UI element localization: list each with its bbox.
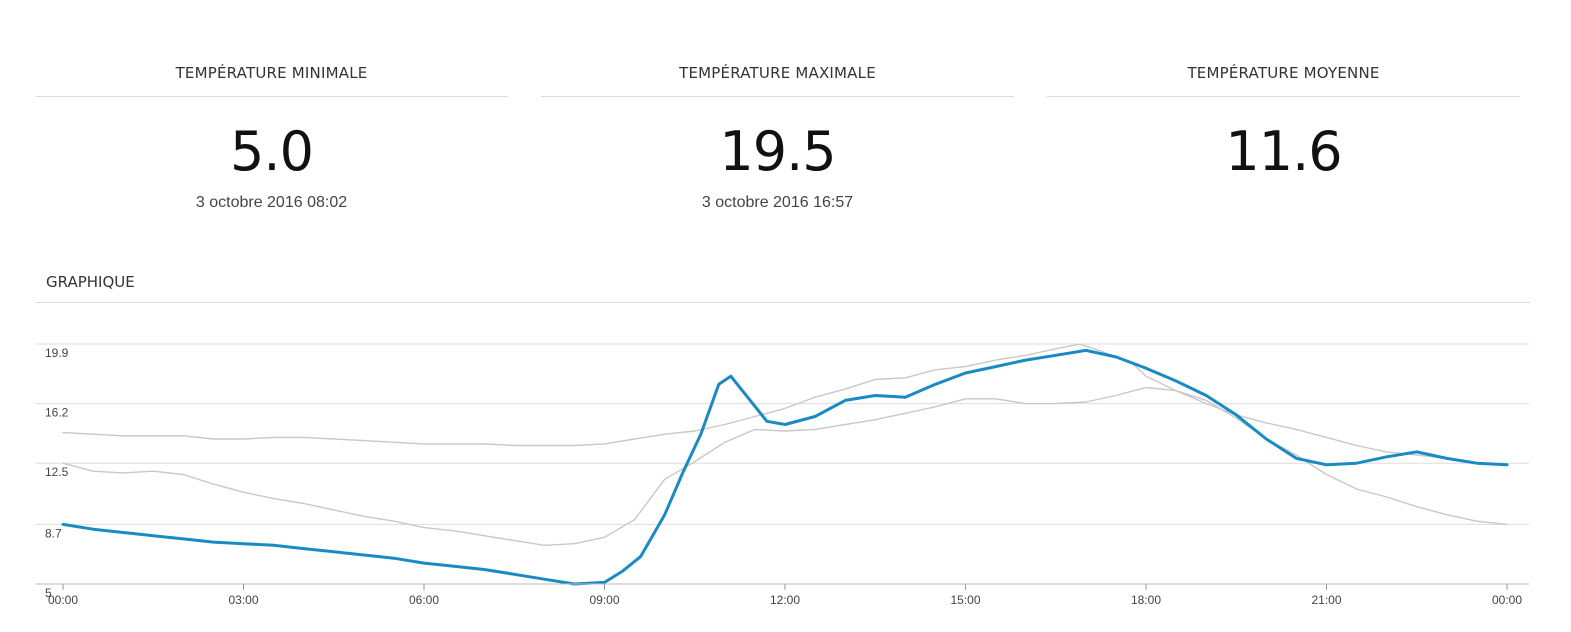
- stat-max-value: 19.5: [719, 120, 836, 183]
- stat-avg-card: TEMPÉRATURE MOYENNE 11.6: [1047, 0, 1520, 240]
- stat-min-title: TEMPÉRATURE MINIMALE: [175, 64, 368, 82]
- stat-max-date: 3 octobre 2016 16:57: [701, 194, 854, 211]
- x-tick-label: 03:00: [228, 593, 258, 607]
- temperature-chart: 19.9 16.2 12.5 8.7 5 00:00 03:00 06:00 09:00 12:…: [35, 343, 1529, 607]
- series-line-lower-grey: [62, 386, 1508, 546]
- y-tick-label: 12.5: [45, 465, 69, 479]
- grid-lines: 19.9 16.2 12.5 8.7 5: [35, 343, 1529, 600]
- section-title: GRAPHIQUE: [46, 273, 135, 291]
- x-tick-label: 09:00: [589, 593, 619, 607]
- x-tick-label: 12:00: [770, 593, 800, 607]
- divider: [1047, 96, 1520, 97]
- stat-avg-value: 11.6: [1225, 120, 1342, 183]
- y-tick-label: 16.2: [45, 406, 69, 420]
- series-group: [61, 343, 1509, 586]
- series-line-current-blue: [61, 348, 1509, 586]
- stat-min-value: 5.0: [230, 120, 314, 183]
- y-tick-label: 5: [45, 586, 52, 600]
- x-tick-label: 15:00: [950, 593, 980, 607]
- divider: [35, 96, 508, 97]
- y-tick-label: 8.7: [45, 526, 62, 540]
- x-axis: 00:00 03:00 06:00 09:00 12:00 15:00 18:00 21:00…: [35, 583, 1529, 607]
- stat-min-card: TEMPÉRATURE MINIMALE 5.0 3 octobre 2016 …: [35, 0, 508, 240]
- stat-max-card: TEMPÉRATURE MAXIMALE 19.5 3 octobre 2016…: [541, 0, 1014, 240]
- y-tick-label: 19.9: [45, 346, 69, 360]
- x-tick-label: 06:00: [409, 593, 439, 607]
- stat-max-title: TEMPÉRATURE MAXIMALE: [679, 64, 876, 82]
- stat-avg-title: TEMPÉRATURE MOYENNE: [1187, 64, 1380, 82]
- x-tick-label: 21:00: [1311, 593, 1341, 607]
- divider: [541, 96, 1014, 97]
- x-tick-label: 18:00: [1131, 593, 1161, 607]
- x-tick-label: 00:00: [48, 593, 78, 607]
- section-divider: [35, 302, 1530, 303]
- x-tick-label: 00:00: [1492, 593, 1522, 607]
- stat-min-date: 3 octobre 2016 08:02: [195, 194, 348, 211]
